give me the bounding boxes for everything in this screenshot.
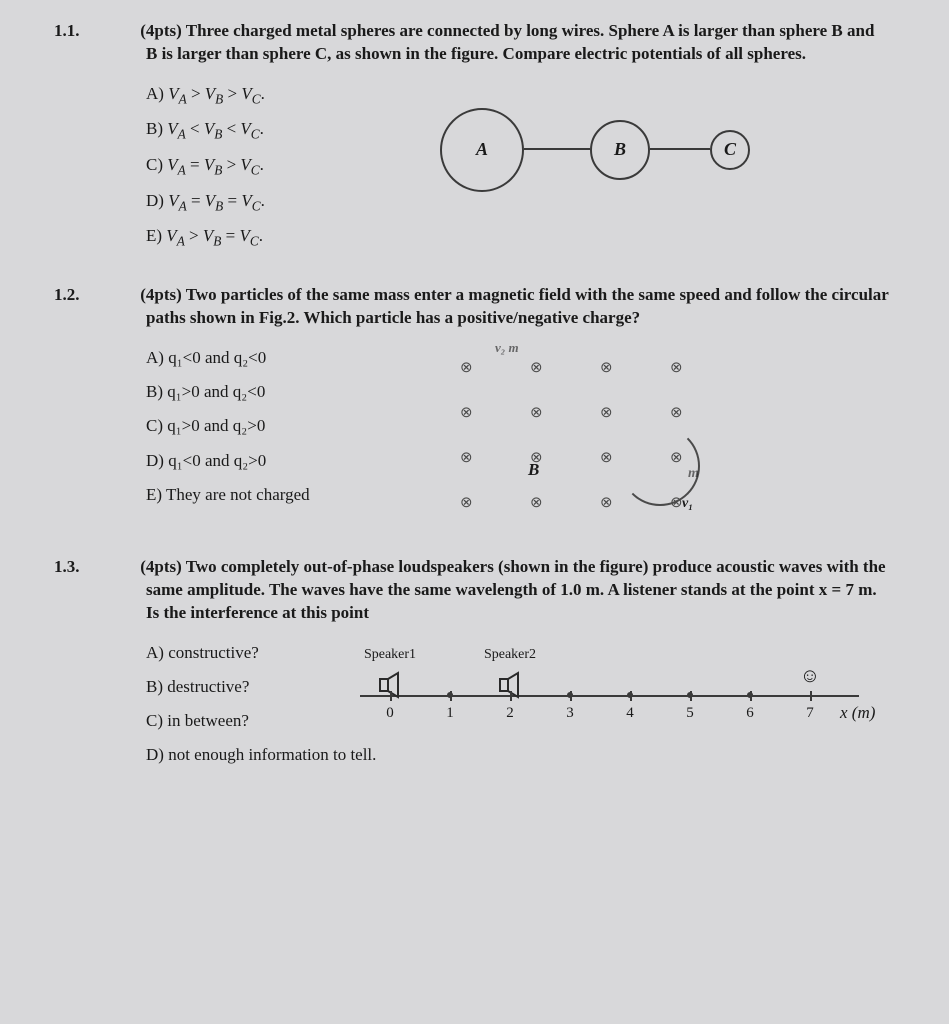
q1-number: 1.1. [54,21,80,40]
q1-options: A) VA > VB > VC. B) VA < VB < VC. C) VA … [100,78,380,256]
q1-option-a: A) VA > VB > VC. [146,78,380,112]
sphere-c: C [710,130,750,170]
q2-body: Two particles of the same mass enter a m… [146,285,889,327]
sphere-b: B [590,120,650,180]
q2-m-label: m [688,466,699,482]
sphere-a: A [440,108,524,192]
question-1-1-text: 1.1. (4pts) Three charged metal spheres … [100,20,889,66]
wire-a-b [524,148,590,150]
question-1-3: 1.3. (4pts) Two completely out-of-phase … [100,556,889,772]
q2-v1-label: v₁ [682,496,693,512]
tick-label: 0 [386,705,394,722]
listener-icon: ☺ [800,665,820,688]
speaker2-label: Speaker2 [484,647,536,663]
axis-dot [447,692,453,698]
q1-body: Three charged metal spheres are connecte… [146,21,874,63]
question-1-2-text: 1.2. (4pts) Two particles of the same ma… [100,284,889,330]
q2-option-b: B) q₁>0 and q₂<0 [146,376,420,408]
q2-points: (4pts) [140,285,182,304]
q3-figure: Speaker1 Speaker2 ☺ 0 [310,637,889,733]
q3-options: A) constructive? B) destructive? C) in b… [100,637,310,740]
wire-b-c [650,148,710,150]
q2-v2-label: v₂ m [495,340,519,356]
field-cross-icon: ⊗ [460,358,473,377]
q1-option-e: E) VA > VB = VC. [146,220,380,254]
x-unit-label: x (m) [840,703,875,723]
q2-option-a: A) q₁<0 and q₂<0 [146,342,420,374]
q2-option-e: E) They are not charged [146,479,420,511]
q3-option-b: B) destructive? [146,671,310,703]
axis-line [360,695,859,697]
tick [390,691,392,701]
q1-option-c: C) VA = VB > VC. [146,149,380,183]
q3-option-a: A) constructive? [146,637,310,669]
q3-option-d: D) not enough information to tell. [146,739,889,771]
question-1-3-text: 1.3. (4pts) Two completely out-of-phase … [100,556,889,625]
q2-b-label: B [528,460,539,480]
q1-points: (4pts) [140,21,182,40]
q2-figure: ⊗ ⊗ ⊗ ⊗ ⊗ ⊗ ⊗ ⊗ ⊗ ⊗ ⊗ ⊗ ⊗ ⊗ ⊗ ⊗ v₂ m [420,342,889,528]
q1-option-b: B) VA < VB < VC. [146,113,380,147]
speaker1-label: Speaker1 [364,647,416,663]
q2-number: 1.2. [54,285,80,304]
q3-option-d-row: D) not enough information to tell. [100,739,889,771]
q2-option-d: D) q₁<0 and q₂>0 [146,445,420,477]
q1-option-d: D) VA = VB = VC. [146,185,380,219]
q3-body: Two completely out-of-phase loudspeakers… [146,557,886,622]
q3-option-c: C) in between? [146,705,310,737]
q3-number: 1.3. [54,557,80,576]
question-1-2: 1.2. (4pts) Two particles of the same ma… [100,284,889,528]
q1-figure: A B C [380,78,889,208]
question-1-1: 1.1. (4pts) Three charged metal spheres … [100,20,889,256]
q2-options: A) q₁<0 and q₂<0 B) q₁>0 and q₂<0 C) q₁>… [100,342,420,513]
q3-points: (4pts) [140,557,182,576]
q2-option-c: C) q₁>0 and q₂>0 [146,410,420,442]
